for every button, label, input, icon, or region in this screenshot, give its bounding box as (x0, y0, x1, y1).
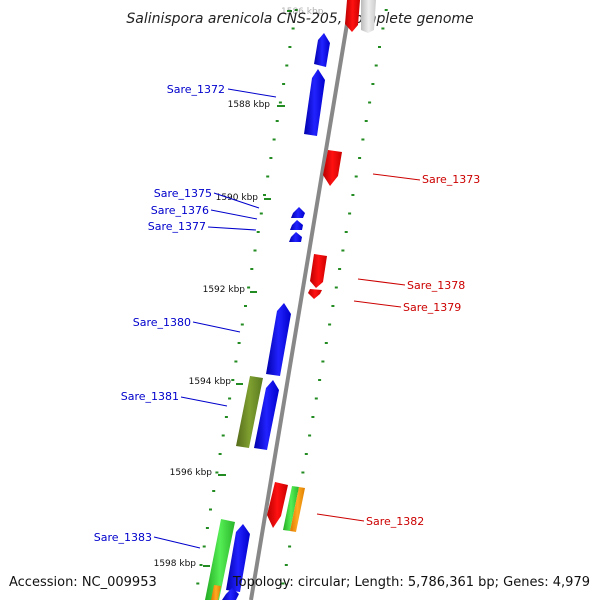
kbp-scale: 1586 kbp 1588 kbp 1590 kbp 1592 kbp 1594… (154, 7, 324, 569)
label-sare-1375[interactable]: Sare_1375 (154, 187, 212, 200)
forward-labels: Sare_1372 Sare_1375 Sare_1376 Sare_1377 … (94, 83, 277, 549)
leader-sare-1376 (210, 209, 258, 220)
kbp-label-1596: 1596 kbp (170, 468, 213, 478)
kbp-label-1598: 1598 kbp (154, 559, 197, 569)
leader-sare-1372 (227, 88, 277, 98)
summary-text: Topology: circular; Length: 5,786,361 bp… (232, 575, 590, 590)
gene-arrow-sare-1377[interactable] (289, 232, 302, 242)
leader-sare-1379 (353, 300, 402, 308)
label-sare-1383[interactable]: Sare_1383 (94, 531, 152, 544)
leader-sare-1382 (316, 513, 365, 522)
leader-sare-1383 (153, 536, 201, 549)
leader-sare-1375 (213, 192, 260, 209)
label-sare-1372[interactable]: Sare_1372 (167, 83, 225, 96)
gene-arrow-sare-1379[interactable] (308, 289, 322, 299)
gene-arrow-sare-1383[interactable] (226, 524, 250, 592)
label-sare-1381[interactable]: Sare_1381 (121, 390, 179, 403)
reverse-labels: Sare_1373 Sare_1378 Sare_1379 Sare_1382 (316, 173, 480, 528)
label-sare-1382[interactable]: Sare_1382 (366, 515, 424, 528)
gene-arrow-sare-1371[interactable] (314, 33, 330, 67)
leader-sare-1378 (357, 278, 406, 286)
label-sare-1378[interactable]: Sare_1378 (407, 279, 465, 292)
kbp-label-1594: 1594 kbp (189, 377, 232, 387)
gene-arrow-sare-1382[interactable] (267, 482, 288, 528)
label-sare-1373[interactable]: Sare_1373 (422, 173, 480, 186)
gene-arrow-sare-1383-orange[interactable] (211, 585, 221, 600)
leader-sare-1381 (180, 396, 228, 407)
gene-arrow-top-grey[interactable] (361, 0, 376, 33)
gene-arrow-sare-1381b[interactable] (254, 380, 279, 450)
kbp-label-1588: 1588 kbp (228, 100, 271, 110)
gene-arrow-sare-1378[interactable] (310, 254, 327, 288)
kbp-label-1592: 1592 kbp (203, 285, 246, 295)
gene-arrow-sare-1383-green[interactable] (205, 519, 235, 600)
gene-arrow-top-red[interactable] (345, 0, 360, 32)
gene-arrow-sare-1372[interactable] (304, 69, 325, 136)
gene-arrow-sare-1384[interactable] (222, 588, 239, 600)
accession-text: Accession: NC_009953 (9, 575, 157, 590)
gene-arrow-sare-1373[interactable] (323, 150, 342, 186)
label-sare-1380[interactable]: Sare_1380 (133, 316, 191, 329)
kbp-label-1586: 1586 kbp (281, 7, 324, 17)
label-sare-1379[interactable]: Sare_1379 (403, 301, 461, 314)
gene-arrow-sare-1376[interactable] (290, 220, 303, 230)
other-genes (205, 376, 305, 600)
gene-arrow-sare-1382-green[interactable] (283, 486, 299, 531)
reverse-strand-genes (267, 0, 376, 528)
label-sare-1376[interactable]: Sare_1376 (151, 204, 209, 217)
gene-arrow-sare-1375[interactable] (291, 207, 305, 218)
label-sare-1377[interactable]: Sare_1377 (148, 220, 206, 233)
genome-backbone (249, 0, 353, 600)
map-title: Salinispora arenicola CNS-205, complete … (126, 11, 473, 27)
leader-sare-1380 (192, 321, 241, 333)
kbp-label-1590: 1590 kbp (216, 193, 259, 203)
forward-strand-genes (222, 33, 330, 600)
gene-arrow-sare-1380[interactable] (266, 303, 291, 376)
gene-arrow-sare-1381[interactable] (236, 376, 263, 448)
leader-sare-1377 (207, 226, 257, 231)
gene-arrow-sare-1382-orange[interactable] (290, 487, 305, 532)
leader-sare-1373 (372, 173, 421, 181)
